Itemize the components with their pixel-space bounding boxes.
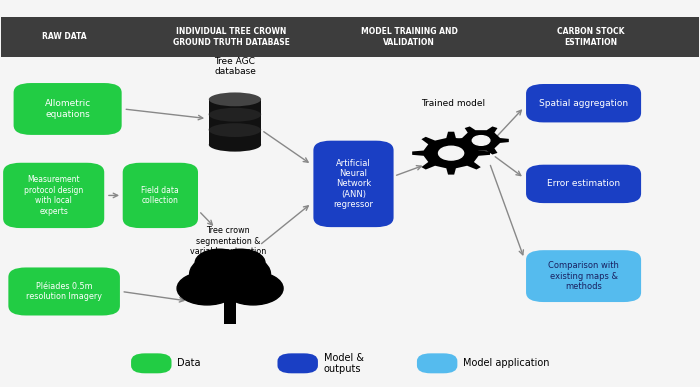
Ellipse shape [209,138,261,152]
Text: Measurement
protocol design
with local
experts: Measurement protocol design with local e… [24,175,83,216]
FancyBboxPatch shape [526,84,641,122]
FancyBboxPatch shape [131,353,172,373]
Ellipse shape [209,123,261,137]
Text: MODEL TRAINING AND
VALIDATION: MODEL TRAINING AND VALIDATION [360,27,458,46]
Ellipse shape [209,107,261,121]
FancyBboxPatch shape [122,163,198,228]
Text: Allometric
equations: Allometric equations [45,99,91,119]
Text: Comparison with
existing maps &
methods: Comparison with existing maps & methods [548,261,619,291]
Text: Field data
collection: Field data collection [141,186,179,205]
FancyBboxPatch shape [417,353,457,373]
Circle shape [190,252,270,296]
Text: Tree AGC
database: Tree AGC database [214,57,256,76]
Text: Trained model: Trained model [421,99,485,108]
FancyBboxPatch shape [277,353,318,373]
Text: Tree crown
segmentation &
variable extraction: Tree crown segmentation & variable extra… [190,226,266,256]
FancyBboxPatch shape [526,165,641,203]
Text: Data: Data [177,358,201,368]
Polygon shape [454,127,509,154]
Bar [1,17,699,57]
Circle shape [223,272,283,305]
Ellipse shape [209,122,261,136]
Text: Model application: Model application [463,358,550,368]
Text: Spatial aggregation: Spatial aggregation [539,99,628,108]
Text: Artificial
Neural
Network
(ANN)
regressor: Artificial Neural Network (ANN) regresso… [333,159,374,209]
Circle shape [216,249,265,276]
Bar [209,115,261,129]
Ellipse shape [209,92,261,106]
Ellipse shape [209,108,261,122]
FancyBboxPatch shape [8,267,120,315]
Text: INDIVIDUAL TREE CROWN
GROUND TRUTH DATABASE: INDIVIDUAL TREE CROWN GROUND TRUTH DATAB… [173,27,290,46]
Text: RAW DATA: RAW DATA [42,33,87,41]
Bar [209,99,261,114]
Circle shape [438,146,463,160]
Circle shape [195,249,244,276]
Text: Error estimation: Error estimation [547,180,620,188]
FancyBboxPatch shape [314,140,393,227]
Circle shape [473,135,490,146]
Circle shape [177,272,237,305]
FancyBboxPatch shape [13,83,122,135]
FancyBboxPatch shape [3,163,104,228]
Text: Model &
outputs: Model & outputs [323,353,363,374]
Text: CARBON STOCK
ESTIMATION: CARBON STOCK ESTIMATION [556,27,624,46]
Bar [224,295,237,324]
Text: Pléiades 0.5m
resolution Imagery: Pléiades 0.5m resolution Imagery [26,282,102,301]
Bar [209,130,261,145]
FancyBboxPatch shape [526,250,641,302]
Polygon shape [412,132,490,175]
